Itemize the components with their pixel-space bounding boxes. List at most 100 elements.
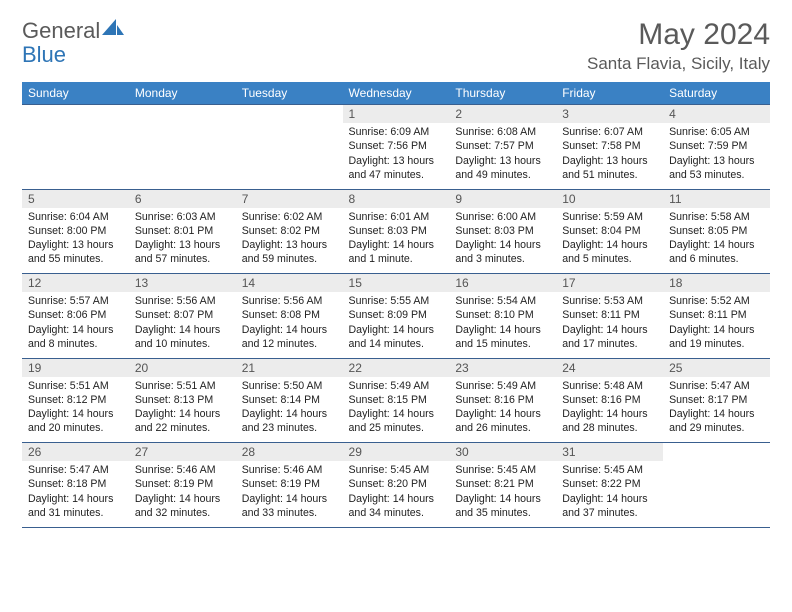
sunset-text: Sunset: 8:17 PM — [669, 393, 764, 407]
sunset-text: Sunset: 8:02 PM — [242, 224, 337, 238]
sunset-text: Sunset: 7:56 PM — [349, 139, 444, 153]
daylight-text: Daylight: 14 hours — [562, 238, 657, 252]
sunrise-text: Sunrise: 6:04 AM — [28, 210, 123, 224]
data-row: Sunrise: 5:47 AMSunset: 8:18 PMDaylight:… — [22, 461, 770, 527]
daylight-text: Daylight: 14 hours — [28, 323, 123, 337]
logo-sail-icon — [102, 19, 124, 37]
day-data-cell: Sunrise: 5:47 AMSunset: 8:17 PMDaylight:… — [663, 377, 770, 443]
day-data-cell: Sunrise: 5:50 AMSunset: 8:14 PMDaylight:… — [236, 377, 343, 443]
sunset-text: Sunset: 8:09 PM — [349, 308, 444, 322]
weekday-header: Thursday — [449, 82, 556, 105]
month-title: May 2024 — [587, 18, 770, 52]
day-data-cell: Sunrise: 5:46 AMSunset: 8:19 PMDaylight:… — [236, 461, 343, 527]
daylight-text: Daylight: 14 hours — [242, 492, 337, 506]
sunrise-text: Sunrise: 5:45 AM — [455, 463, 550, 477]
day-data-cell: Sunrise: 5:49 AMSunset: 8:15 PMDaylight:… — [343, 377, 450, 443]
day-data-cell: Sunrise: 5:47 AMSunset: 8:18 PMDaylight:… — [22, 461, 129, 527]
daynum-row: 262728293031 — [22, 443, 770, 462]
daylight-text: and 57 minutes. — [135, 252, 230, 266]
daylight-text: Daylight: 14 hours — [669, 323, 764, 337]
day-number-cell: 3 — [556, 105, 663, 124]
day-number-cell: 31 — [556, 443, 663, 462]
day-data-cell: Sunrise: 5:59 AMSunset: 8:04 PMDaylight:… — [556, 208, 663, 274]
daylight-text: Daylight: 14 hours — [562, 492, 657, 506]
day-number-cell: 23 — [449, 358, 556, 377]
sunset-text: Sunset: 8:12 PM — [28, 393, 123, 407]
daylight-text: Daylight: 14 hours — [669, 407, 764, 421]
daylight-text: Daylight: 13 hours — [28, 238, 123, 252]
daylight-text: Daylight: 14 hours — [135, 323, 230, 337]
daylight-text: Daylight: 14 hours — [349, 323, 444, 337]
daylight-text: and 51 minutes. — [562, 168, 657, 182]
sunset-text: Sunset: 8:00 PM — [28, 224, 123, 238]
weekday-header: Sunday — [22, 82, 129, 105]
day-data-cell: Sunrise: 5:45 AMSunset: 8:21 PMDaylight:… — [449, 461, 556, 527]
day-data-cell: Sunrise: 5:52 AMSunset: 8:11 PMDaylight:… — [663, 292, 770, 358]
day-data-cell: Sunrise: 5:48 AMSunset: 8:16 PMDaylight:… — [556, 377, 663, 443]
logo: General — [22, 18, 124, 44]
day-number-cell: 6 — [129, 189, 236, 208]
sunrise-text: Sunrise: 5:52 AM — [669, 294, 764, 308]
daylight-text: and 33 minutes. — [242, 506, 337, 520]
day-data-cell: Sunrise: 5:57 AMSunset: 8:06 PMDaylight:… — [22, 292, 129, 358]
daylight-text: Daylight: 13 hours — [349, 154, 444, 168]
sunrise-text: Sunrise: 5:46 AM — [135, 463, 230, 477]
daylight-text: and 19 minutes. — [669, 337, 764, 351]
daylight-text: and 49 minutes. — [455, 168, 550, 182]
sunset-text: Sunset: 8:16 PM — [455, 393, 550, 407]
sunset-text: Sunset: 8:06 PM — [28, 308, 123, 322]
day-data-cell — [22, 123, 129, 189]
daylight-text: Daylight: 14 hours — [349, 407, 444, 421]
daylight-text: and 34 minutes. — [349, 506, 444, 520]
sunrise-text: Sunrise: 5:50 AM — [242, 379, 337, 393]
daylight-text: and 55 minutes. — [28, 252, 123, 266]
sunset-text: Sunset: 8:18 PM — [28, 477, 123, 491]
daylight-text: and 5 minutes. — [562, 252, 657, 266]
day-number-cell — [129, 105, 236, 124]
data-row: Sunrise: 6:09 AMSunset: 7:56 PMDaylight:… — [22, 123, 770, 189]
day-number-cell: 12 — [22, 274, 129, 293]
day-data-cell: Sunrise: 5:49 AMSunset: 8:16 PMDaylight:… — [449, 377, 556, 443]
day-number-cell: 13 — [129, 274, 236, 293]
sunrise-text: Sunrise: 5:46 AM — [242, 463, 337, 477]
day-number-cell: 26 — [22, 443, 129, 462]
day-data-cell: Sunrise: 5:46 AMSunset: 8:19 PMDaylight:… — [129, 461, 236, 527]
day-data-cell — [129, 123, 236, 189]
sunset-text: Sunset: 8:01 PM — [135, 224, 230, 238]
calendar-body: 1234 Sunrise: 6:09 AMSunset: 7:56 PMDayl… — [22, 105, 770, 528]
sunrise-text: Sunrise: 5:54 AM — [455, 294, 550, 308]
sunrise-text: Sunrise: 5:49 AM — [455, 379, 550, 393]
daylight-text: Daylight: 13 hours — [562, 154, 657, 168]
sunrise-text: Sunrise: 6:01 AM — [349, 210, 444, 224]
daylight-text: and 59 minutes. — [242, 252, 337, 266]
daylight-text: Daylight: 14 hours — [135, 492, 230, 506]
sunrise-text: Sunrise: 5:53 AM — [562, 294, 657, 308]
daylight-text: Daylight: 14 hours — [455, 323, 550, 337]
day-number-cell: 30 — [449, 443, 556, 462]
day-number-cell: 4 — [663, 105, 770, 124]
daylight-text: and 14 minutes. — [349, 337, 444, 351]
daylight-text: and 22 minutes. — [135, 421, 230, 435]
sunset-text: Sunset: 7:59 PM — [669, 139, 764, 153]
daylight-text: Daylight: 13 hours — [455, 154, 550, 168]
day-data-cell: Sunrise: 5:56 AMSunset: 8:08 PMDaylight:… — [236, 292, 343, 358]
daylight-text: and 31 minutes. — [28, 506, 123, 520]
day-number-cell: 5 — [22, 189, 129, 208]
daylight-text: Daylight: 14 hours — [562, 407, 657, 421]
day-number-cell: 22 — [343, 358, 450, 377]
weekday-header-row: Sunday Monday Tuesday Wednesday Thursday… — [22, 82, 770, 105]
sunset-text: Sunset: 8:03 PM — [349, 224, 444, 238]
day-number-cell: 10 — [556, 189, 663, 208]
day-number-cell: 27 — [129, 443, 236, 462]
sunrise-text: Sunrise: 5:59 AM — [562, 210, 657, 224]
sunset-text: Sunset: 7:57 PM — [455, 139, 550, 153]
header: General May 2024 Santa Flavia, Sicily, I… — [22, 18, 770, 74]
sunrise-text: Sunrise: 6:03 AM — [135, 210, 230, 224]
daylight-text: Daylight: 13 hours — [135, 238, 230, 252]
sunset-text: Sunset: 7:58 PM — [562, 139, 657, 153]
sunrise-text: Sunrise: 5:48 AM — [562, 379, 657, 393]
day-number-cell: 14 — [236, 274, 343, 293]
daynum-row: 1234 — [22, 105, 770, 124]
day-number-cell: 25 — [663, 358, 770, 377]
day-number-cell — [22, 105, 129, 124]
